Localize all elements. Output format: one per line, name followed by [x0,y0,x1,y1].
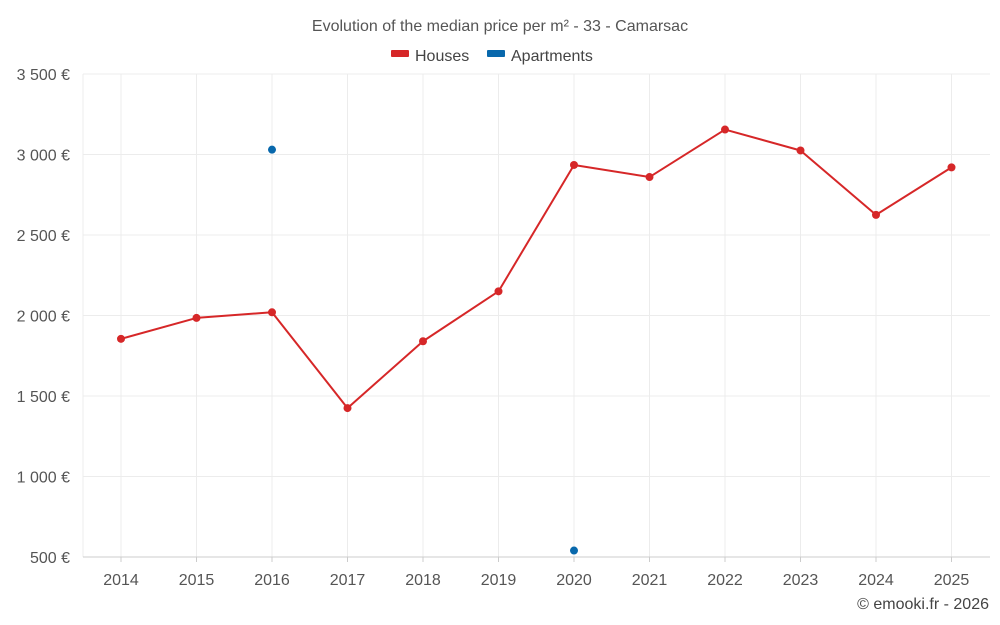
credit: © emooki.fr - 2026 [857,596,989,613]
y-tick-label: 1 500 € [17,389,70,406]
x-tick-label: 2018 [405,572,441,589]
data-point-houses-2020[interactable] [570,160,578,169]
x-tick-labels: 2014 2015 2016 2017 2018 2019 2020 2021 2022 2023… [103,572,969,589]
legend-item-apartments[interactable]: Apartments [487,48,593,65]
series-layer [117,125,956,555]
data-point-apartments-2020[interactable] [570,546,578,555]
data-point-houses-2022[interactable] [721,125,729,134]
y-tick-label: 500 € [30,550,70,567]
x-tick-label: 2014 [103,572,139,589]
y-tick-label: 3 000 € [17,148,70,165]
legend-label-houses: Houses [415,48,469,65]
x-tick-label: 2015 [179,572,215,589]
x-tick-label: 2022 [707,572,743,589]
x-tick-label: 2017 [330,572,366,589]
legend-label-apartments: Apartments [511,48,593,65]
y-tick-label: 3 500 € [17,67,70,84]
data-point-houses-2018[interactable] [419,337,427,346]
x-gridlines [82,74,952,562]
data-point-houses-2023[interactable] [796,146,805,155]
legend-swatch-apartments [487,50,505,57]
y-tick-label: 2 500 € [17,228,70,245]
series-apartments [268,145,578,555]
y-tick-labels: 500 € 1 000 € 1 500 € 2 000 € 2 500 € 3 000 €… [17,67,70,567]
data-point-houses-2014[interactable] [117,334,125,343]
y-gridlines [83,73,990,477]
x-tick-label: 2020 [556,572,592,589]
data-point-houses-2017[interactable] [343,404,352,413]
x-tick-label: 2016 [254,572,290,589]
legend-swatch-houses [391,50,409,57]
data-point-houses-2025[interactable] [947,163,956,172]
y-tick-label: 2 000 € [17,309,70,326]
data-point-houses-2016[interactable] [268,308,276,317]
data-point-houses-2019[interactable] [494,287,503,296]
chart-title: Evolution of the median price per m² - 3… [312,18,688,35]
x-tick-label: 2024 [858,572,894,589]
series-houses [117,125,956,413]
x-tick-label: 2023 [783,572,819,589]
x-tick-label: 2019 [481,572,517,589]
y-tick-label: 1 000 € [17,470,70,487]
x-tick-label: 2021 [632,572,668,589]
data-point-apartments-2016[interactable] [268,145,276,154]
data-point-houses-2021[interactable] [645,173,654,182]
x-tick-label: 2025 [934,572,970,589]
legend-item-houses[interactable]: Houses [391,48,469,65]
data-point-houses-2015[interactable] [192,313,201,322]
data-point-houses-2024[interactable] [872,210,880,219]
legend: Houses Apartments [391,48,593,65]
series-line-houses [120,128,953,410]
